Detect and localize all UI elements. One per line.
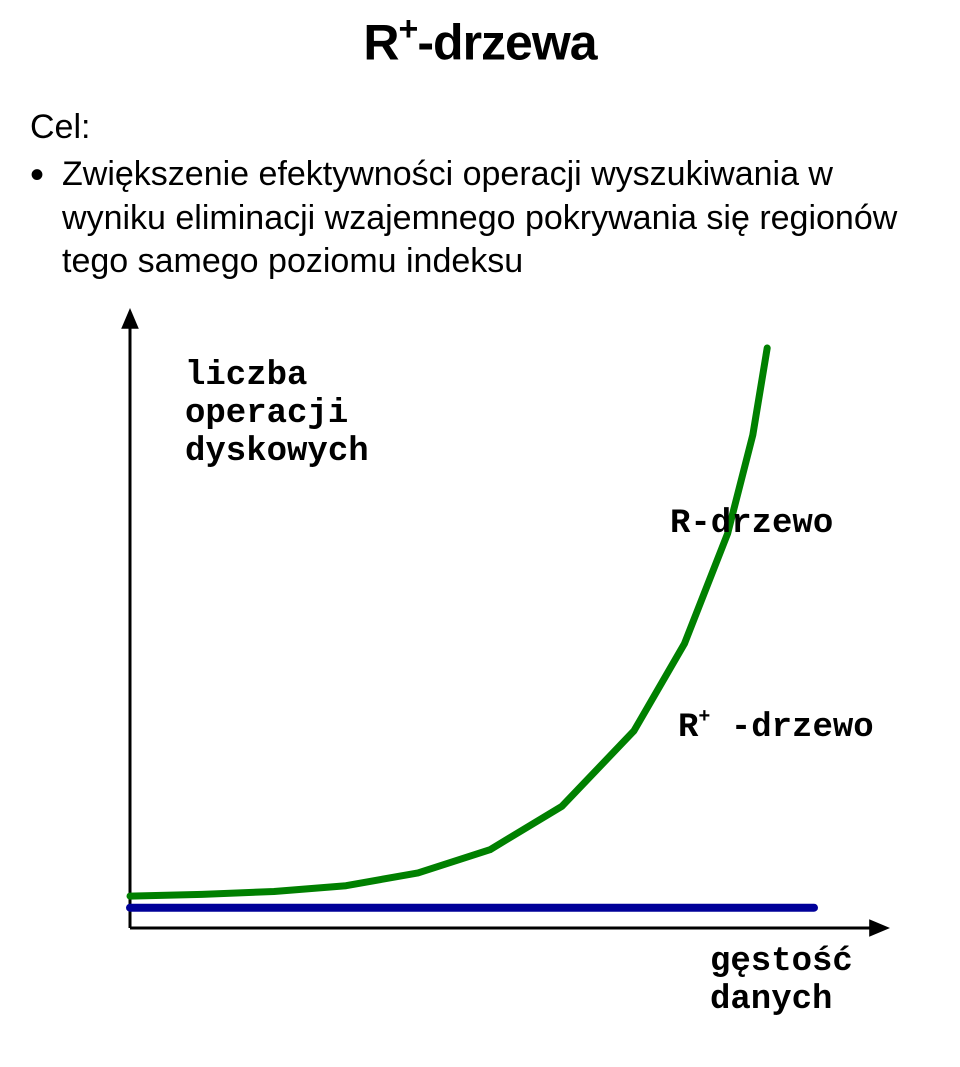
title-suffix: -drzewa bbox=[417, 15, 596, 71]
bullet-dot-icon: • bbox=[30, 155, 44, 195]
bullet-text: Zwiększenie efektywności operacji wyszuk… bbox=[62, 153, 930, 284]
chart: liczbaoperacjidyskowychgęstośćdanychR-dr… bbox=[30, 288, 930, 1028]
bullet-row: • Zwiększenie efektywności operacji wysz… bbox=[30, 153, 930, 284]
goal-label: Cel: bbox=[30, 106, 930, 150]
series-label-R-drzewo: R-drzewo bbox=[670, 505, 833, 543]
page-title: R+-drzewa bbox=[30, 12, 930, 72]
x-axis-label: gęstośćdanych bbox=[710, 943, 853, 1019]
title-prefix: R bbox=[363, 15, 398, 71]
title-superscript: + bbox=[399, 10, 418, 48]
